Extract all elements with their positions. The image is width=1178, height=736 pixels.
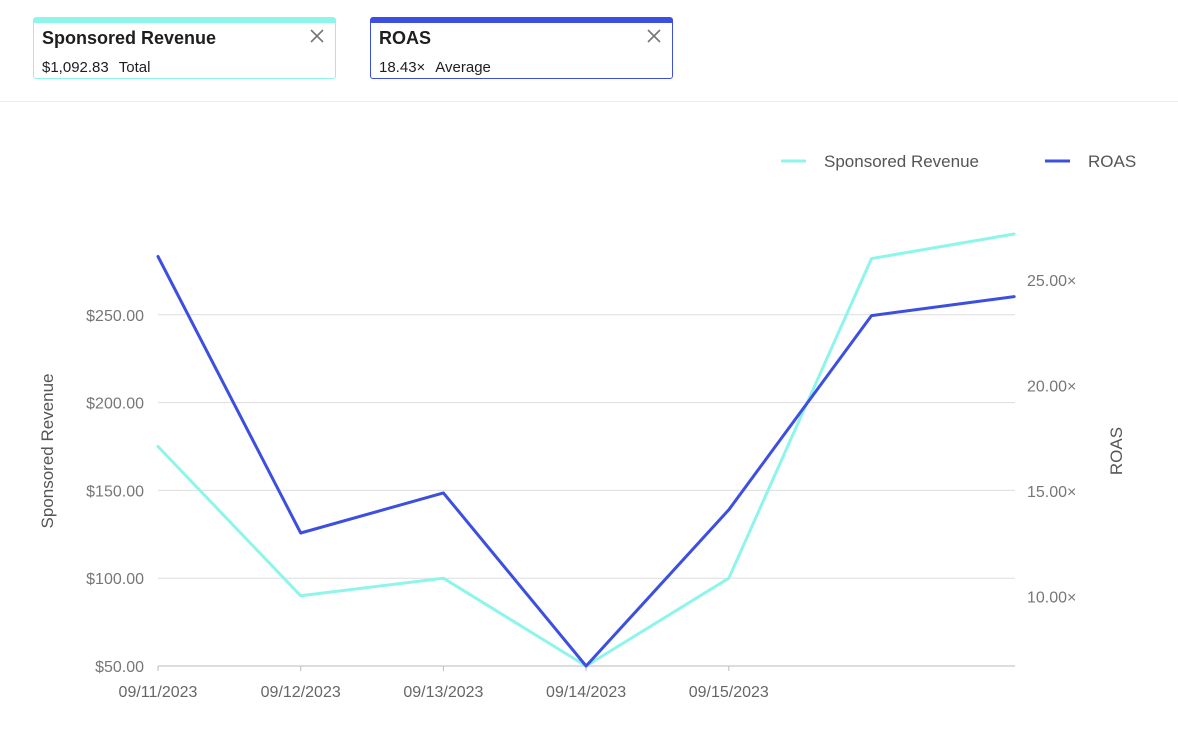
legend-label-roas: ROAS bbox=[1088, 152, 1136, 171]
legend: Sponsored Revenue ROAS bbox=[781, 152, 1136, 171]
left-axis-label: Sponsored Revenue bbox=[38, 373, 57, 528]
left-tick-label: $50.00 bbox=[95, 659, 144, 676]
right-tick-label: 10.00× bbox=[1027, 589, 1076, 606]
left-tick-label: $150.00 bbox=[86, 483, 144, 500]
sponsored-revenue-card[interactable]: Sponsored Revenue $1,092.83 Total bbox=[33, 17, 336, 79]
card-value-line: $1,092.83 Total bbox=[42, 59, 150, 76]
right-tick-label: 15.00× bbox=[1027, 484, 1076, 501]
left-tick-label: $100.00 bbox=[86, 571, 144, 588]
left-tick-label: $250.00 bbox=[86, 308, 144, 325]
x-tick-label: 09/12/2023 bbox=[261, 684, 341, 701]
left-tick-label: $200.00 bbox=[86, 396, 144, 413]
card-subtitle: Average bbox=[435, 59, 491, 76]
card-subtitle: Total bbox=[118, 59, 151, 76]
metric-card-bar: Sponsored Revenue $1,092.83 Total ROAS 18… bbox=[0, 0, 1178, 102]
close-icon[interactable] bbox=[645, 27, 663, 45]
right-axis-label: ROAS bbox=[1107, 427, 1126, 475]
x-axis: 09/11/2023 09/12/2023 09/13/2023 09/14/2023… bbox=[119, 665, 1015, 701]
sponsored-revenue-line bbox=[156, 232, 1016, 668]
card-value: $1,092.83 bbox=[42, 59, 109, 76]
card-value-line: 18.43× Average bbox=[379, 59, 491, 76]
roas-line bbox=[156, 255, 1016, 668]
series-lines bbox=[156, 232, 1016, 668]
right-tick-label: 20.00× bbox=[1027, 378, 1076, 395]
card-title: ROAS bbox=[379, 28, 432, 48]
x-tick-label: 09/14/2023 bbox=[546, 684, 626, 701]
right-tick-label: 25.00× bbox=[1027, 273, 1076, 290]
revenue-roas-chart: $50.00 $100.00 $150.00 $200.00 $250.00 10.00… bbox=[38, 152, 1136, 701]
legend-label-revenue: Sponsored Revenue bbox=[824, 152, 979, 171]
left-axis-ticks: $50.00 $100.00 $150.00 $200.00 $250.00 bbox=[86, 308, 144, 676]
close-icon[interactable] bbox=[308, 27, 326, 45]
x-tick-label: 09/11/2023 bbox=[119, 684, 198, 701]
gridlines bbox=[158, 314, 1015, 579]
card-value: 18.43× bbox=[379, 59, 426, 76]
x-tick-label: 09/15/2023 bbox=[689, 684, 769, 701]
roas-card[interactable]: ROAS 18.43× Average bbox=[370, 17, 673, 79]
card-title: Sponsored Revenue bbox=[42, 28, 217, 48]
x-tick-label: 09/13/2023 bbox=[403, 684, 483, 701]
right-axis-ticks: 10.00× 15.00× 20.00× 25.00× bbox=[1027, 273, 1076, 607]
